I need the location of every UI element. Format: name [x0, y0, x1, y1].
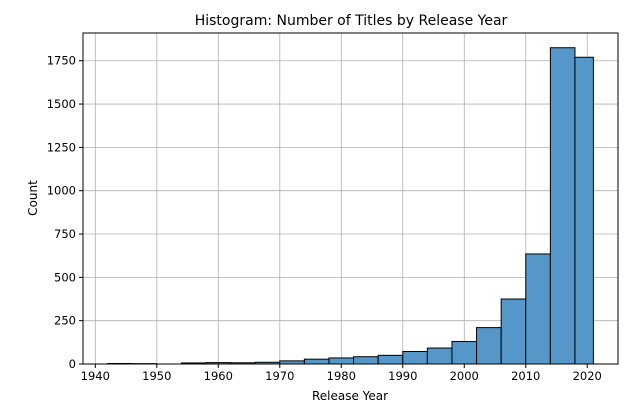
y-tick-label: 750	[54, 227, 76, 241]
y-tick-label: 1500	[47, 97, 76, 111]
y-axis-label: Count	[26, 180, 40, 216]
x-tick-label: 2000	[450, 369, 479, 383]
x-tick-label: 1960	[204, 369, 233, 383]
histogram-bar	[525, 253, 551, 365]
y-tick-label: 1000	[47, 184, 76, 198]
histogram-bar	[402, 351, 428, 365]
histogram-bar	[549, 47, 576, 365]
y-tick-label: 1750	[47, 54, 76, 68]
x-tick-label: 1950	[142, 369, 171, 383]
histogram-bar	[377, 354, 404, 365]
histogram-bar	[476, 327, 502, 365]
x-tick-label: 1980	[327, 369, 356, 383]
y-tick-label: 0	[69, 357, 76, 371]
histogram-bar	[328, 357, 355, 365]
grid-layer	[83, 33, 618, 365]
x-axis-label: Release Year	[312, 389, 388, 403]
y-tick-label: 1250	[47, 140, 76, 154]
x-tick-label: 1940	[81, 369, 110, 383]
x-tick-label: 2010	[511, 369, 540, 383]
y-tick-label: 250	[54, 314, 76, 328]
bar-layer	[107, 47, 594, 365]
histogram-bar	[574, 56, 594, 365]
histogram-bar	[353, 356, 379, 365]
histogram-bar	[500, 298, 527, 365]
histogram-bar	[426, 347, 453, 365]
y-tick-label: 500	[54, 270, 76, 284]
plot-frame	[82, 32, 619, 365]
x-tick-label: 1990	[388, 369, 417, 383]
y-axis: 0 250 500 750 1000 1250 1500 1750	[47, 54, 83, 371]
chart-title: Histogram: Number of Titles by Release Y…	[195, 13, 508, 29]
histogram-bar	[451, 340, 478, 365]
x-axis: 1940 1950 1960 1970 1980 1990 2000 2010 2020	[81, 364, 602, 383]
x-tick-label: 1970	[265, 369, 294, 383]
x-tick-label: 2020	[573, 369, 602, 383]
histogram-bar	[303, 358, 330, 365]
